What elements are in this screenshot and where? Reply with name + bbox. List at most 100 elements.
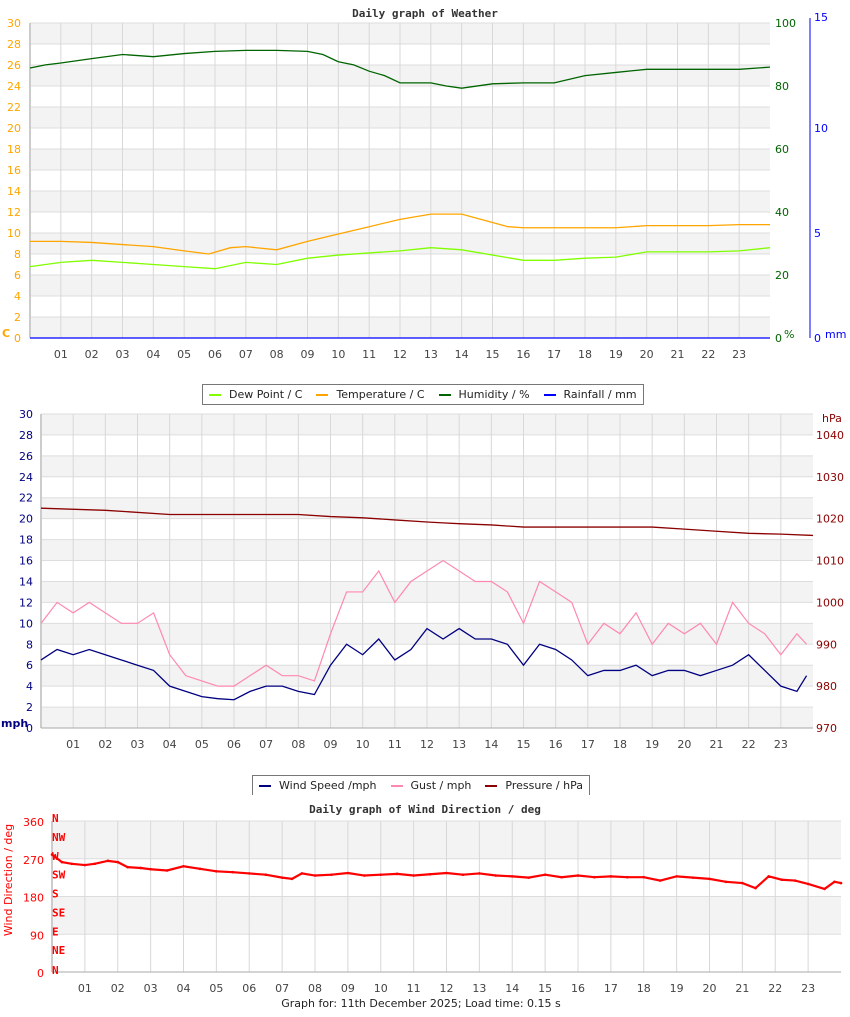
data-point — [139, 866, 143, 870]
legend-swatch — [485, 785, 498, 787]
x-tick-label: 16 — [571, 982, 585, 995]
compass-label: N — [52, 812, 59, 825]
x-tick-label: 03 — [116, 348, 130, 361]
series-line — [40, 507, 814, 537]
data-point — [412, 874, 415, 877]
legend-rainfall: Rainfall / mm — [543, 388, 637, 401]
data-point — [428, 872, 432, 876]
series-line — [30, 213, 770, 255]
y-tick-label-left: 4 — [26, 680, 33, 693]
y-tick-label-left: 24 — [7, 80, 21, 93]
x-tick-label: 10 — [331, 348, 345, 361]
legend-swatch — [259, 785, 271, 787]
x-tick-label: 17 — [604, 982, 618, 995]
legend-label: Temperature / C — [336, 388, 425, 401]
x-tick-label: 02 — [111, 982, 125, 995]
y-tick-label-right: 1000 — [816, 596, 844, 609]
data-point — [780, 878, 784, 882]
x-tick-label: 08 — [270, 348, 284, 361]
y-tick-label: 360 — [23, 816, 44, 829]
x-tick-label: 14 — [505, 982, 519, 995]
y-tick-label-left: 20 — [19, 513, 33, 526]
x-tick-label: 04 — [177, 982, 191, 995]
y-tick-label-left: 18 — [7, 143, 21, 156]
y-tick-label-rain: 10 — [814, 122, 828, 135]
compass-label: S — [52, 888, 59, 901]
y-tick-label-left: 10 — [19, 617, 33, 630]
data-point — [165, 869, 169, 872]
data-point — [708, 877, 711, 881]
y-tick-label-left: 4 — [14, 290, 21, 303]
legend-wind-speed: Wind Speed /mph — [259, 779, 377, 792]
data-point — [379, 873, 383, 876]
data-point — [300, 872, 304, 875]
x-tick-label: 07 — [239, 348, 253, 361]
data-point — [833, 880, 836, 884]
data-point — [576, 874, 580, 877]
data-point — [395, 872, 399, 876]
data-point — [264, 873, 267, 876]
y-tick-label: 90 — [30, 929, 44, 942]
x-tick-label: 10 — [374, 982, 388, 995]
x-tick-label: 19 — [670, 982, 684, 995]
data-point — [93, 862, 97, 866]
y-tick-label-right: 1010 — [816, 555, 844, 568]
x-tick-label: 19 — [609, 348, 623, 361]
plot-area: 01 02 03 04 05 06 07 08 09 10 11 12 13 14 15 16 17 18 19 20… — [29, 22, 770, 361]
x-tick-label: 08 — [291, 738, 305, 751]
wind-legend: Wind Speed /mph Gust / mph Pressure / hP… — [252, 775, 590, 795]
y-tick-label-left: 16 — [7, 164, 21, 177]
x-tick-label: 23 — [774, 738, 788, 751]
y-tick-label-left: 24 — [19, 471, 33, 484]
x-tick-label: 20 — [640, 348, 654, 361]
x-tick-label: 05 — [209, 982, 223, 995]
data-point — [313, 874, 317, 877]
x-tick-label: 12 — [420, 738, 434, 751]
x-tick-label: 15 — [517, 738, 531, 751]
x-tick-label: 12 — [440, 982, 454, 995]
y-tick-label-right: 20 — [775, 269, 789, 282]
y-tick-label-right: 980 — [816, 680, 837, 693]
plot-area: 01 02 03 04 05 06 07 08 09 10 11 12 13 14 15 16 17 18 19 20… — [40, 413, 813, 751]
y-axis-unit-left: C — [2, 327, 10, 340]
y-tick-label-left: 16 — [19, 555, 33, 568]
data-point — [83, 863, 87, 867]
y-tick-label-left: 30 — [7, 17, 21, 30]
data-point — [126, 865, 129, 869]
x-tick-label: 21 — [735, 982, 749, 995]
data-point — [793, 879, 797, 882]
data-point — [658, 879, 662, 882]
data-point — [626, 875, 629, 879]
y-tick-label-rain: 5 — [814, 227, 821, 240]
y-tick-label-rain: 15 — [814, 11, 828, 24]
plot-area: 01 02 03 04 05 06 07 08 09 10 11 12 13 14 15 16 17 18 19 20… — [51, 820, 841, 995]
data-point — [510, 875, 514, 878]
y-tick-label-right: 40 — [775, 206, 789, 219]
x-tick-label: 22 — [701, 348, 715, 361]
data-point — [741, 881, 744, 885]
data-point — [60, 860, 64, 864]
legend-pressure: Pressure / hPa — [485, 779, 583, 792]
y-axis-unit-right: % — [784, 328, 794, 341]
y-tick-label-right: 1030 — [816, 471, 844, 484]
data-point — [247, 872, 251, 875]
y-tick-label-left: 22 — [7, 101, 21, 114]
x-tick-label: 06 — [227, 738, 241, 751]
data-point — [754, 886, 757, 890]
x-tick-label: 01 — [54, 348, 68, 361]
x-tick-label: 23 — [801, 982, 815, 995]
compass-label: NE — [52, 944, 65, 957]
x-tick-label: 01 — [66, 738, 80, 751]
data-point — [691, 876, 695, 879]
x-tick-label: 20 — [677, 738, 691, 751]
y-tick-label-right: 1040 — [816, 429, 844, 442]
data-point — [70, 862, 74, 866]
weather-legend: Dew Point / C Temperature / C Humidity /… — [202, 384, 644, 405]
x-tick-label: 16 — [549, 738, 563, 751]
legend-temperature: Temperature / C — [316, 388, 425, 401]
x-tick-label: 17 — [547, 348, 561, 361]
data-point — [363, 874, 366, 877]
legend-swatch — [438, 394, 451, 396]
data-point — [106, 859, 110, 863]
y-tick-label-right: 1020 — [816, 513, 844, 526]
